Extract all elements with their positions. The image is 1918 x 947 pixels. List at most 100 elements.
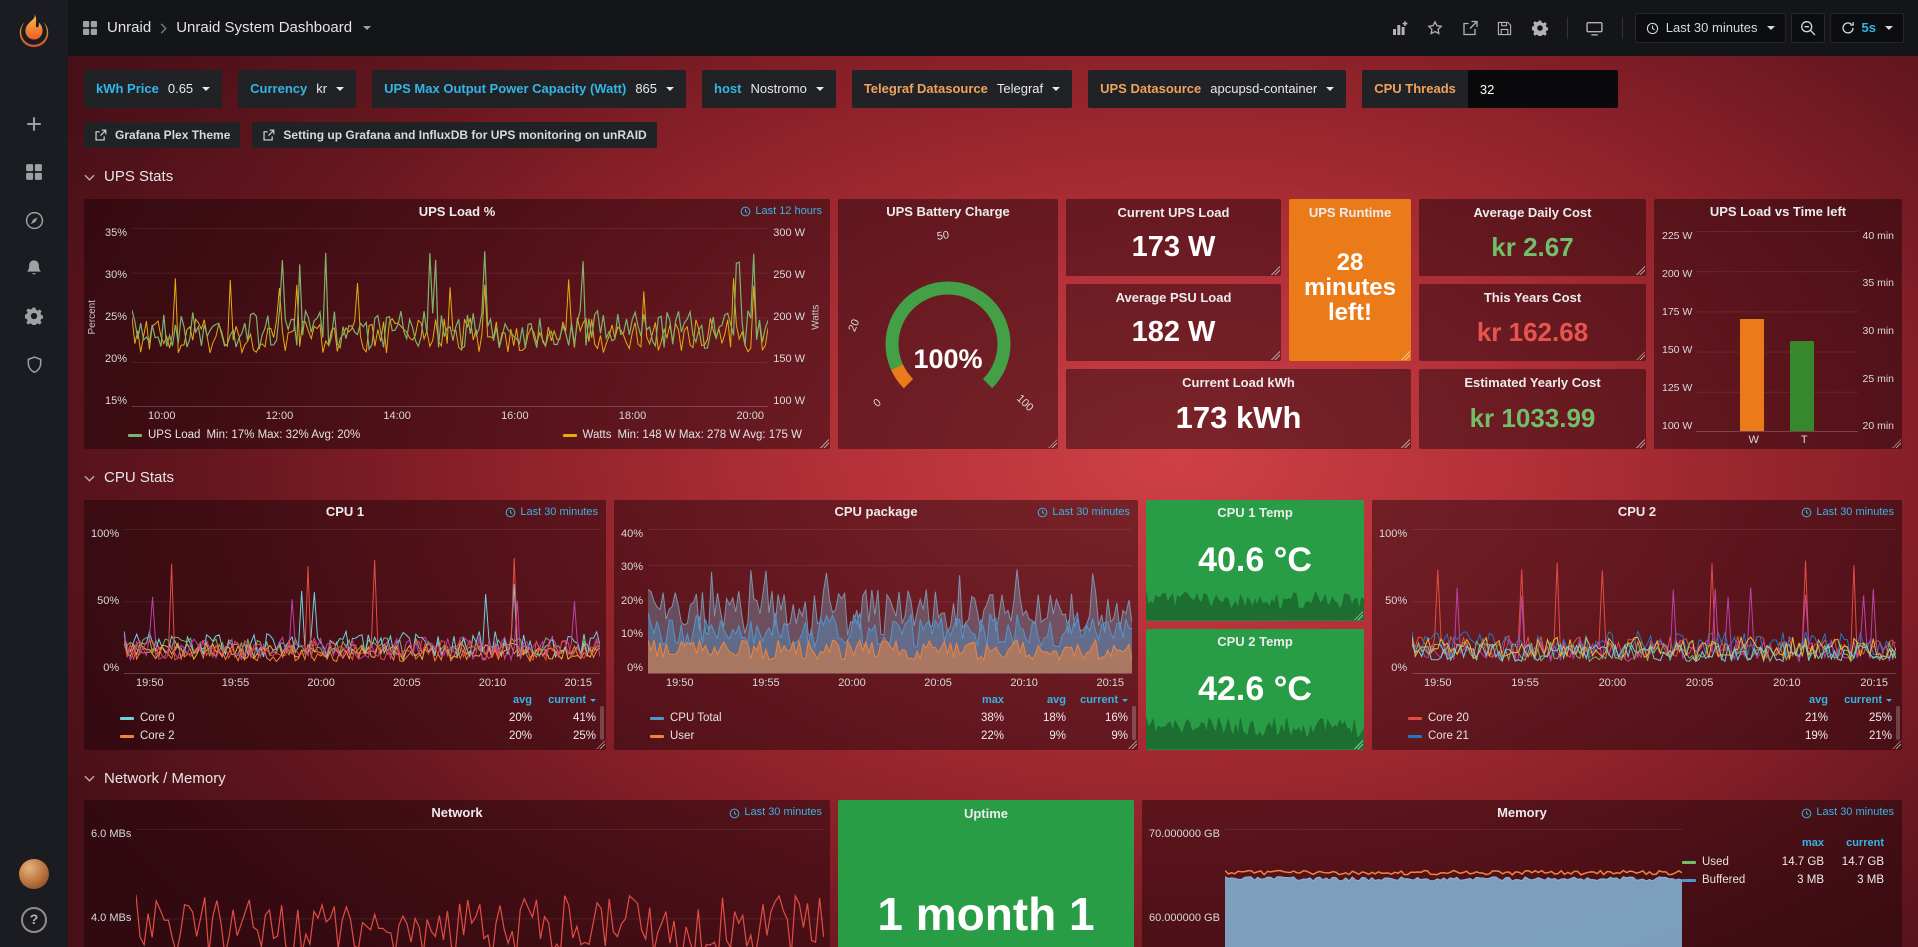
variable-value[interactable]: Telegraf [997, 81, 1072, 97]
dashboard-settings-button[interactable] [1525, 13, 1555, 43]
graph-plot-area[interactable] [132, 227, 769, 408]
legend-sort-current[interactable]: current [1846, 837, 1884, 850]
panel-resize-handle[interactable] [819, 437, 829, 448]
legend-series-name[interactable]: Buffered [1682, 873, 1764, 887]
save-dashboard-button[interactable] [1490, 13, 1520, 43]
panel-title[interactable]: Memory [1497, 805, 1547, 821]
graph-plot-area[interactable] [648, 528, 1132, 674]
panel-title[interactable]: Average PSU Load [1115, 289, 1232, 305]
time-range-picker[interactable]: Last 30 minutes [1634, 13, 1786, 43]
panel-resize-handle[interactable] [1353, 738, 1363, 749]
grafana-logo[interactable] [14, 10, 54, 50]
share-dashboard-button[interactable] [1455, 13, 1485, 43]
legend-series-name[interactable]: Watts [582, 429, 612, 442]
sidebar-item-dashboards[interactable] [0, 148, 68, 196]
graph-plot-area[interactable] [1412, 528, 1896, 674]
legend-sort-avg[interactable]: avg [513, 693, 532, 706]
graph-plot-area[interactable] [136, 829, 824, 947]
dashboard-picker-caret-icon[interactable] [363, 26, 372, 30]
sidebar-item-configuration[interactable] [0, 292, 68, 340]
panel-title[interactable]: Estimated Yearly Cost [1464, 374, 1601, 390]
variable-value[interactable]: Nostromo [750, 81, 835, 97]
panel-title[interactable]: CPU 1 [325, 504, 365, 520]
legend-series-name[interactable]: Core 2 [120, 729, 468, 743]
legend-scrollbar[interactable] [600, 705, 604, 740]
panel-resize-handle[interactable] [1353, 609, 1363, 620]
help-button[interactable]: ? [21, 907, 47, 933]
panel-resize-handle[interactable] [1635, 264, 1645, 275]
variable-value[interactable]: 865 [635, 81, 686, 97]
panel-resize-handle[interactable] [1635, 437, 1645, 448]
panel-resize-handle[interactable] [1127, 738, 1137, 749]
variable-value[interactable]: apcupsd-container [1210, 81, 1346, 97]
star-dashboard-button[interactable] [1420, 13, 1450, 43]
panel-resize-handle[interactable] [1400, 437, 1410, 448]
legend-sort-max[interactable]: max [1801, 837, 1824, 850]
panel-resize-handle[interactable] [1891, 738, 1901, 749]
refresh-picker[interactable]: 5s [1829, 13, 1904, 43]
legend-sort-current[interactable]: current [532, 694, 596, 708]
breadcrumb-current[interactable]: Unraid System Dashboard [176, 18, 353, 36]
breadcrumb-root[interactable]: Unraid [107, 18, 152, 36]
panel-title[interactable]: Average Daily Cost [1473, 204, 1592, 220]
legend-sort-current[interactable]: current [1066, 694, 1128, 708]
link-grafana-plex-theme[interactable]: Grafana Plex Theme [84, 122, 241, 148]
cpu-threads-input[interactable] [1467, 70, 1618, 108]
legend-scrollbar[interactable] [1132, 705, 1136, 740]
panel-title[interactable]: CPU package [834, 504, 918, 520]
panel-resize-handle[interactable] [595, 738, 605, 749]
legend-series-name[interactable]: UPS Load [148, 429, 201, 442]
panel-title[interactable]: Network [431, 805, 483, 821]
bar-gauge-plot[interactable] [1696, 230, 1859, 432]
legend-series-name[interactable]: Core 0 [120, 711, 468, 725]
legend-sort-current[interactable]: current [1828, 694, 1892, 708]
legend-series-name[interactable]: Core 21 [1408, 729, 1764, 743]
legend-sort-avg[interactable]: avg [1047, 693, 1066, 706]
row-header-network-memory[interactable]: Network / Memory [84, 770, 1902, 789]
variable-value[interactable]: kr [316, 81, 356, 97]
sidebar-item-create[interactable] [0, 100, 68, 148]
panel-title[interactable]: UPS Load vs Time left [1709, 203, 1847, 219]
variable-ups-datasource[interactable]: UPS Datasource apcupsd-container [1088, 70, 1347, 108]
variable-kwh-price[interactable]: kWh Price 0.65 [84, 70, 223, 108]
variable-telegraf-datasource[interactable]: Telegraf Datasource Telegraf [851, 70, 1073, 108]
legend-series-name[interactable]: User [650, 729, 942, 743]
panel-title[interactable]: UPS Battery Charge [886, 203, 1010, 219]
panel-resize-handle[interactable] [1891, 437, 1901, 448]
variable-ups-max-output[interactable]: UPS Max Output Power Capacity (Watt) 865 [372, 70, 687, 108]
legend-series-name[interactable]: Used [1682, 855, 1764, 869]
legend-sort-max[interactable]: max [981, 693, 1004, 706]
panel-resize-handle[interactable] [1270, 264, 1280, 275]
legend-sort-avg[interactable]: avg [1809, 693, 1828, 706]
sidebar-item-explore[interactable] [0, 196, 68, 244]
variable-currency[interactable]: Currency kr [238, 70, 357, 108]
legend-scrollbar[interactable] [1896, 705, 1900, 740]
row-header-cpu-stats[interactable]: CPU Stats [84, 469, 1902, 488]
legend-series-name[interactable]: CPU Total [650, 711, 942, 725]
zoom-out-time-button[interactable] [1790, 13, 1825, 43]
variable-host[interactable]: host Nostromo [702, 70, 836, 108]
panel-title[interactable]: UPS Runtime [1308, 204, 1392, 220]
add-panel-button[interactable] [1385, 13, 1415, 43]
row-header-ups-stats[interactable]: UPS Stats [84, 168, 1902, 187]
panel-resize-handle[interactable] [1047, 437, 1057, 448]
graph-plot-area[interactable] [124, 528, 600, 674]
sidebar-item-server-admin[interactable] [0, 340, 68, 388]
sidebar-item-alerting[interactable] [0, 244, 68, 292]
panel-resize-handle[interactable] [1635, 349, 1645, 360]
variable-value[interactable]: 0.65 [168, 81, 222, 97]
panel-title[interactable]: This Years Cost [1483, 289, 1582, 305]
panel-title[interactable]: CPU 2 [1617, 504, 1657, 520]
user-avatar[interactable] [19, 859, 49, 889]
panel-title[interactable]: Current Load kWh [1182, 374, 1295, 390]
panel-resize-handle[interactable] [1400, 349, 1410, 360]
tv-mode-button[interactable] [1580, 13, 1610, 43]
panel-resize-handle[interactable] [1270, 349, 1280, 360]
panel-title[interactable]: Uptime [963, 806, 1009, 822]
legend-series-name[interactable]: Core 20 [1408, 711, 1764, 725]
link-ups-monitoring-guide[interactable]: Setting up Grafana and InfluxDB for UPS … [252, 122, 657, 148]
graph-plot-area[interactable] [1224, 829, 1682, 947]
panel-title[interactable]: Current UPS Load [1117, 204, 1230, 220]
panel-title[interactable]: CPU 2 Temp [1217, 634, 1293, 650]
panel-title[interactable]: CPU 1 Temp [1217, 505, 1293, 521]
